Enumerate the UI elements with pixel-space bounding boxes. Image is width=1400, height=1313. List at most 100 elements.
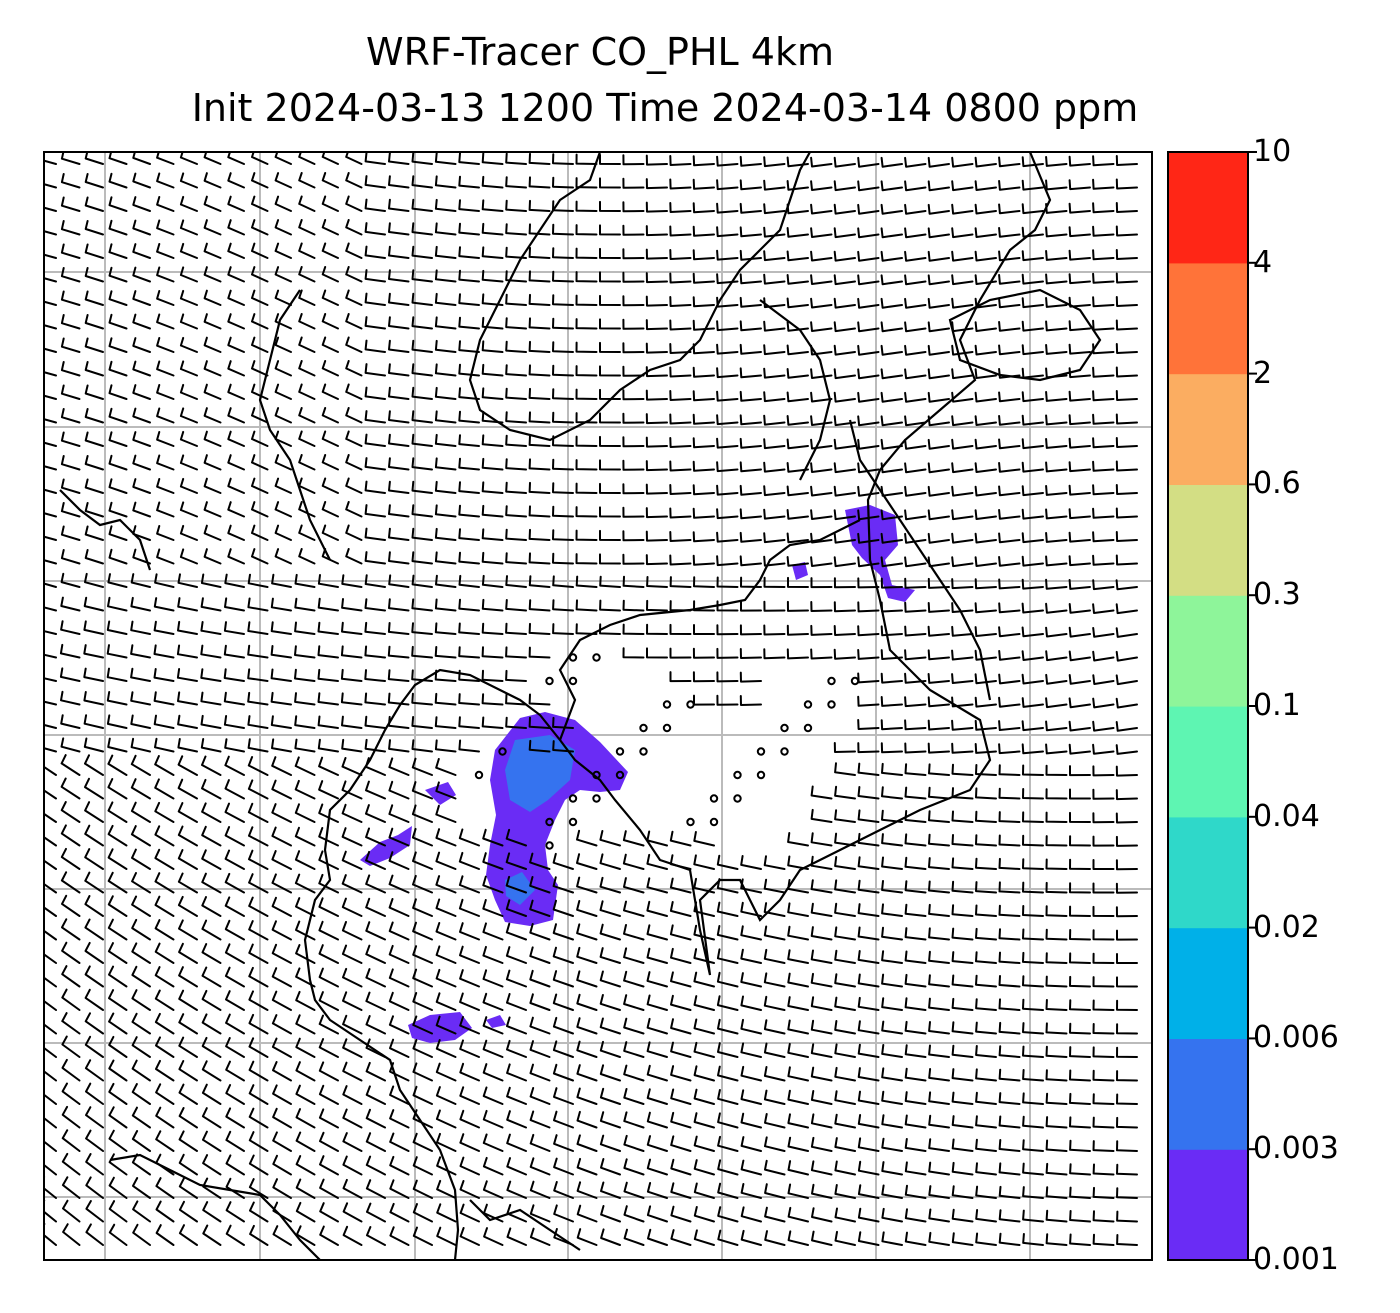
wind-barb [552, 482, 574, 494]
wind-barb [717, 1182, 739, 1199]
wind-barb [458, 222, 480, 236]
wind-barb [1045, 673, 1068, 685]
wind-barb [833, 485, 856, 497]
wind-barb [505, 317, 527, 330]
wind-barb [739, 226, 762, 238]
wind-barb [927, 485, 950, 497]
wind-barb [740, 600, 762, 612]
wind-barb [364, 574, 386, 588]
wind-barb [458, 574, 480, 588]
wind-barb [880, 180, 903, 192]
wind-barb [881, 833, 903, 847]
wind-barb [763, 320, 786, 332]
wind-barb [998, 1021, 1021, 1035]
wind-barb [1045, 602, 1068, 614]
wind-barb [834, 973, 856, 988]
wind-barb [108, 1082, 128, 1105]
wind-barb [1115, 319, 1138, 331]
wind-barb [645, 554, 668, 566]
calm-marker [545, 676, 554, 686]
wind-barb [387, 692, 410, 706]
wind-barb [482, 1016, 504, 1035]
wind-barb [388, 504, 410, 518]
wind-barb [459, 1203, 480, 1223]
wind-barb [130, 644, 151, 659]
wind-barb [763, 902, 786, 917]
wind-barb [528, 246, 551, 259]
wind-barb [224, 597, 245, 612]
wind-barb [247, 779, 269, 800]
wind-barb [481, 574, 504, 588]
wind-barb [251, 477, 269, 494]
wind-barb [412, 851, 433, 870]
wind-barb [251, 383, 269, 400]
colorbar-tick-label: 0.1 [1253, 688, 1301, 723]
wind-barb [528, 646, 551, 659]
wind-barb [178, 942, 198, 964]
wind-barb [576, 1040, 598, 1058]
wind-barb [646, 971, 668, 988]
wind-barb [317, 597, 339, 612]
wind-barb [132, 525, 151, 541]
wind-barb [1115, 579, 1138, 591]
wind-barb [271, 943, 292, 964]
wind-barb [506, 993, 527, 1011]
wind-barb [247, 621, 269, 635]
wind-barb [132, 454, 151, 471]
wind-barb [458, 246, 480, 259]
wind-barb [717, 1042, 739, 1058]
wind-barb [248, 896, 269, 917]
wind-barb [857, 879, 880, 894]
wind-barb [764, 1230, 786, 1246]
wind-barb [857, 996, 880, 1011]
wind-barb [411, 598, 433, 612]
wind-barb [202, 1177, 222, 1199]
wind-barb [1045, 156, 1068, 167]
wind-barb [224, 573, 245, 588]
wind-barb [599, 247, 621, 259]
wind-barb [1068, 343, 1091, 355]
wind-barb [974, 180, 997, 191]
wind-barb [786, 600, 809, 612]
wind-barb [951, 462, 974, 474]
wind-barb [247, 738, 269, 753]
wind-barb [928, 1185, 950, 1199]
wind-barb [528, 458, 551, 471]
wind-barb [434, 504, 457, 518]
wind-barb [693, 600, 715, 612]
wind-barb [294, 803, 316, 823]
wind-barb [739, 202, 762, 214]
wind-barb [341, 921, 363, 941]
wind-barb [60, 824, 81, 847]
wind-barb [739, 367, 762, 379]
wind-barb [1092, 225, 1115, 237]
wind-barb [1022, 811, 1044, 823]
wind-barb [227, 195, 245, 212]
wind-barb [928, 1021, 950, 1035]
wind-barb [786, 344, 809, 356]
wind-barb [552, 623, 574, 635]
wind-barb [44, 324, 57, 330]
wind-barb [388, 198, 410, 212]
wind-barb [1092, 366, 1115, 378]
wind-barb [84, 243, 104, 259]
wind-barb [645, 272, 668, 284]
wind-barb [345, 242, 363, 259]
wind-barb [482, 922, 504, 941]
wind-barb [60, 384, 81, 400]
wind-barb [1022, 788, 1044, 800]
wind-barb [951, 485, 974, 497]
wind-barb [646, 1017, 668, 1035]
wind-barb [272, 1201, 292, 1223]
wind-barb [998, 696, 1021, 708]
wind-barb [833, 601, 856, 613]
wind-barb [274, 430, 292, 447]
wind-barb [904, 1091, 927, 1105]
wind-barb [434, 316, 457, 330]
wind-barb [998, 951, 1021, 964]
wind-barb [1022, 951, 1044, 964]
wind-barb [294, 779, 316, 800]
wind-barb [342, 967, 363, 988]
wind-barb [251, 195, 269, 212]
wind-barb [411, 339, 433, 353]
